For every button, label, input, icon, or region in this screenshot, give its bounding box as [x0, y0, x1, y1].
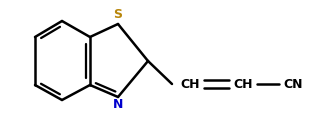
Text: CH: CH — [233, 77, 253, 91]
Text: CN: CN — [283, 77, 303, 91]
Text: N: N — [113, 99, 123, 112]
Text: CH: CH — [180, 77, 200, 91]
Text: S: S — [114, 9, 123, 22]
